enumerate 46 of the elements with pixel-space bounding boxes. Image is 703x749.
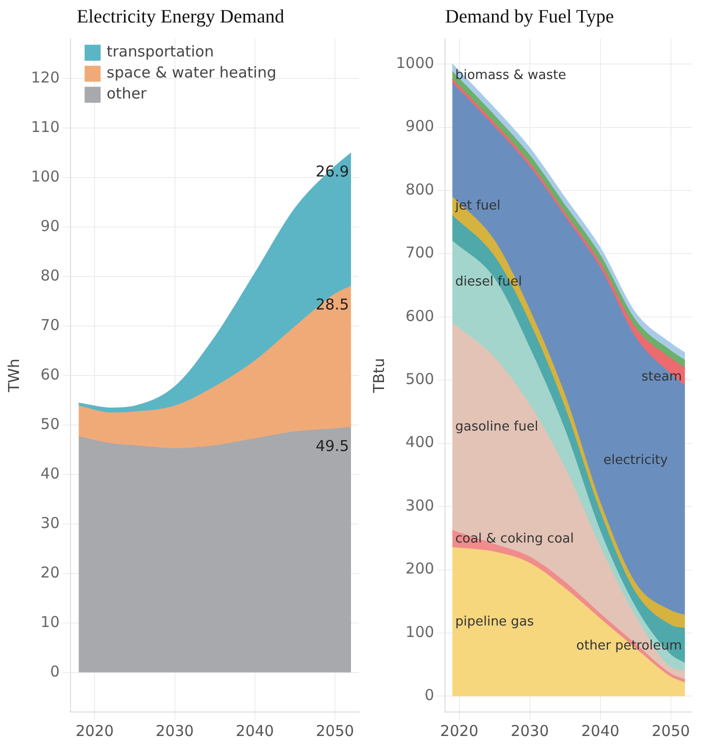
series-label: gasoline fuel (455, 419, 538, 434)
y-axis-title: TBtu (370, 358, 388, 394)
series-label: coal & coking coal (455, 531, 574, 546)
x-tick-label: 2020 (440, 722, 478, 740)
y-tick-label: 600 (406, 306, 434, 325)
y-tick-label: 900 (406, 117, 434, 136)
y-tick-label: 400 (406, 433, 434, 452)
data-label: 28.5 (316, 296, 349, 314)
series-label: biomass & waste (455, 68, 566, 83)
y-axis-title: TWh (4, 358, 23, 394)
y-tick-label: 700 (406, 244, 434, 262)
x-tick-label: 2040 (581, 722, 620, 740)
y-tick-label: 120 (30, 68, 60, 86)
x-tick-label: 2030 (510, 722, 549, 740)
x-tick-label: 2050 (316, 722, 354, 740)
y-tick-label: 70 (40, 316, 60, 334)
y-tick-label: 1000 (396, 54, 434, 72)
y-tick-label: 0 (424, 686, 434, 704)
series-label: pipeline gas (455, 614, 534, 630)
y-tick-label: 800 (406, 180, 434, 198)
y-tick-label: 110 (30, 118, 60, 136)
series-label: electricity (603, 453, 668, 468)
y-tick-label: 50 (40, 414, 60, 433)
x-tick-label: 2030 (156, 722, 194, 740)
x-tick-label: 2050 (652, 722, 690, 740)
y-tick-label: 200 (406, 560, 434, 578)
y-tick-label: 60 (40, 365, 60, 384)
y-tick-label: 0 (50, 662, 60, 680)
y-tick-label: 30 (40, 514, 60, 532)
y-tick-label: 300 (406, 496, 434, 514)
y-tick-label: 40 (40, 464, 60, 482)
y-tick-label: 100 (406, 622, 434, 641)
legend-label: transportation (106, 42, 214, 61)
data-label: 49.5 (316, 436, 349, 455)
legend-label: space & water heating (106, 64, 276, 82)
x-tick-label: 2020 (76, 722, 114, 740)
y-tick-label: 80 (40, 266, 60, 284)
chart-title: Demand by Fuel Type (445, 6, 614, 28)
x-tick-label: 2040 (236, 722, 274, 740)
legend-label: other (106, 84, 148, 103)
chart-title: Electricity Energy Demand (76, 6, 285, 28)
y-tick-label: 90 (40, 216, 60, 235)
y-tick-label: 500 (406, 370, 434, 388)
y-tick-label: 20 (40, 563, 60, 582)
y-tick-label: 100 (30, 167, 60, 186)
y-tick-label: 10 (40, 612, 60, 631)
